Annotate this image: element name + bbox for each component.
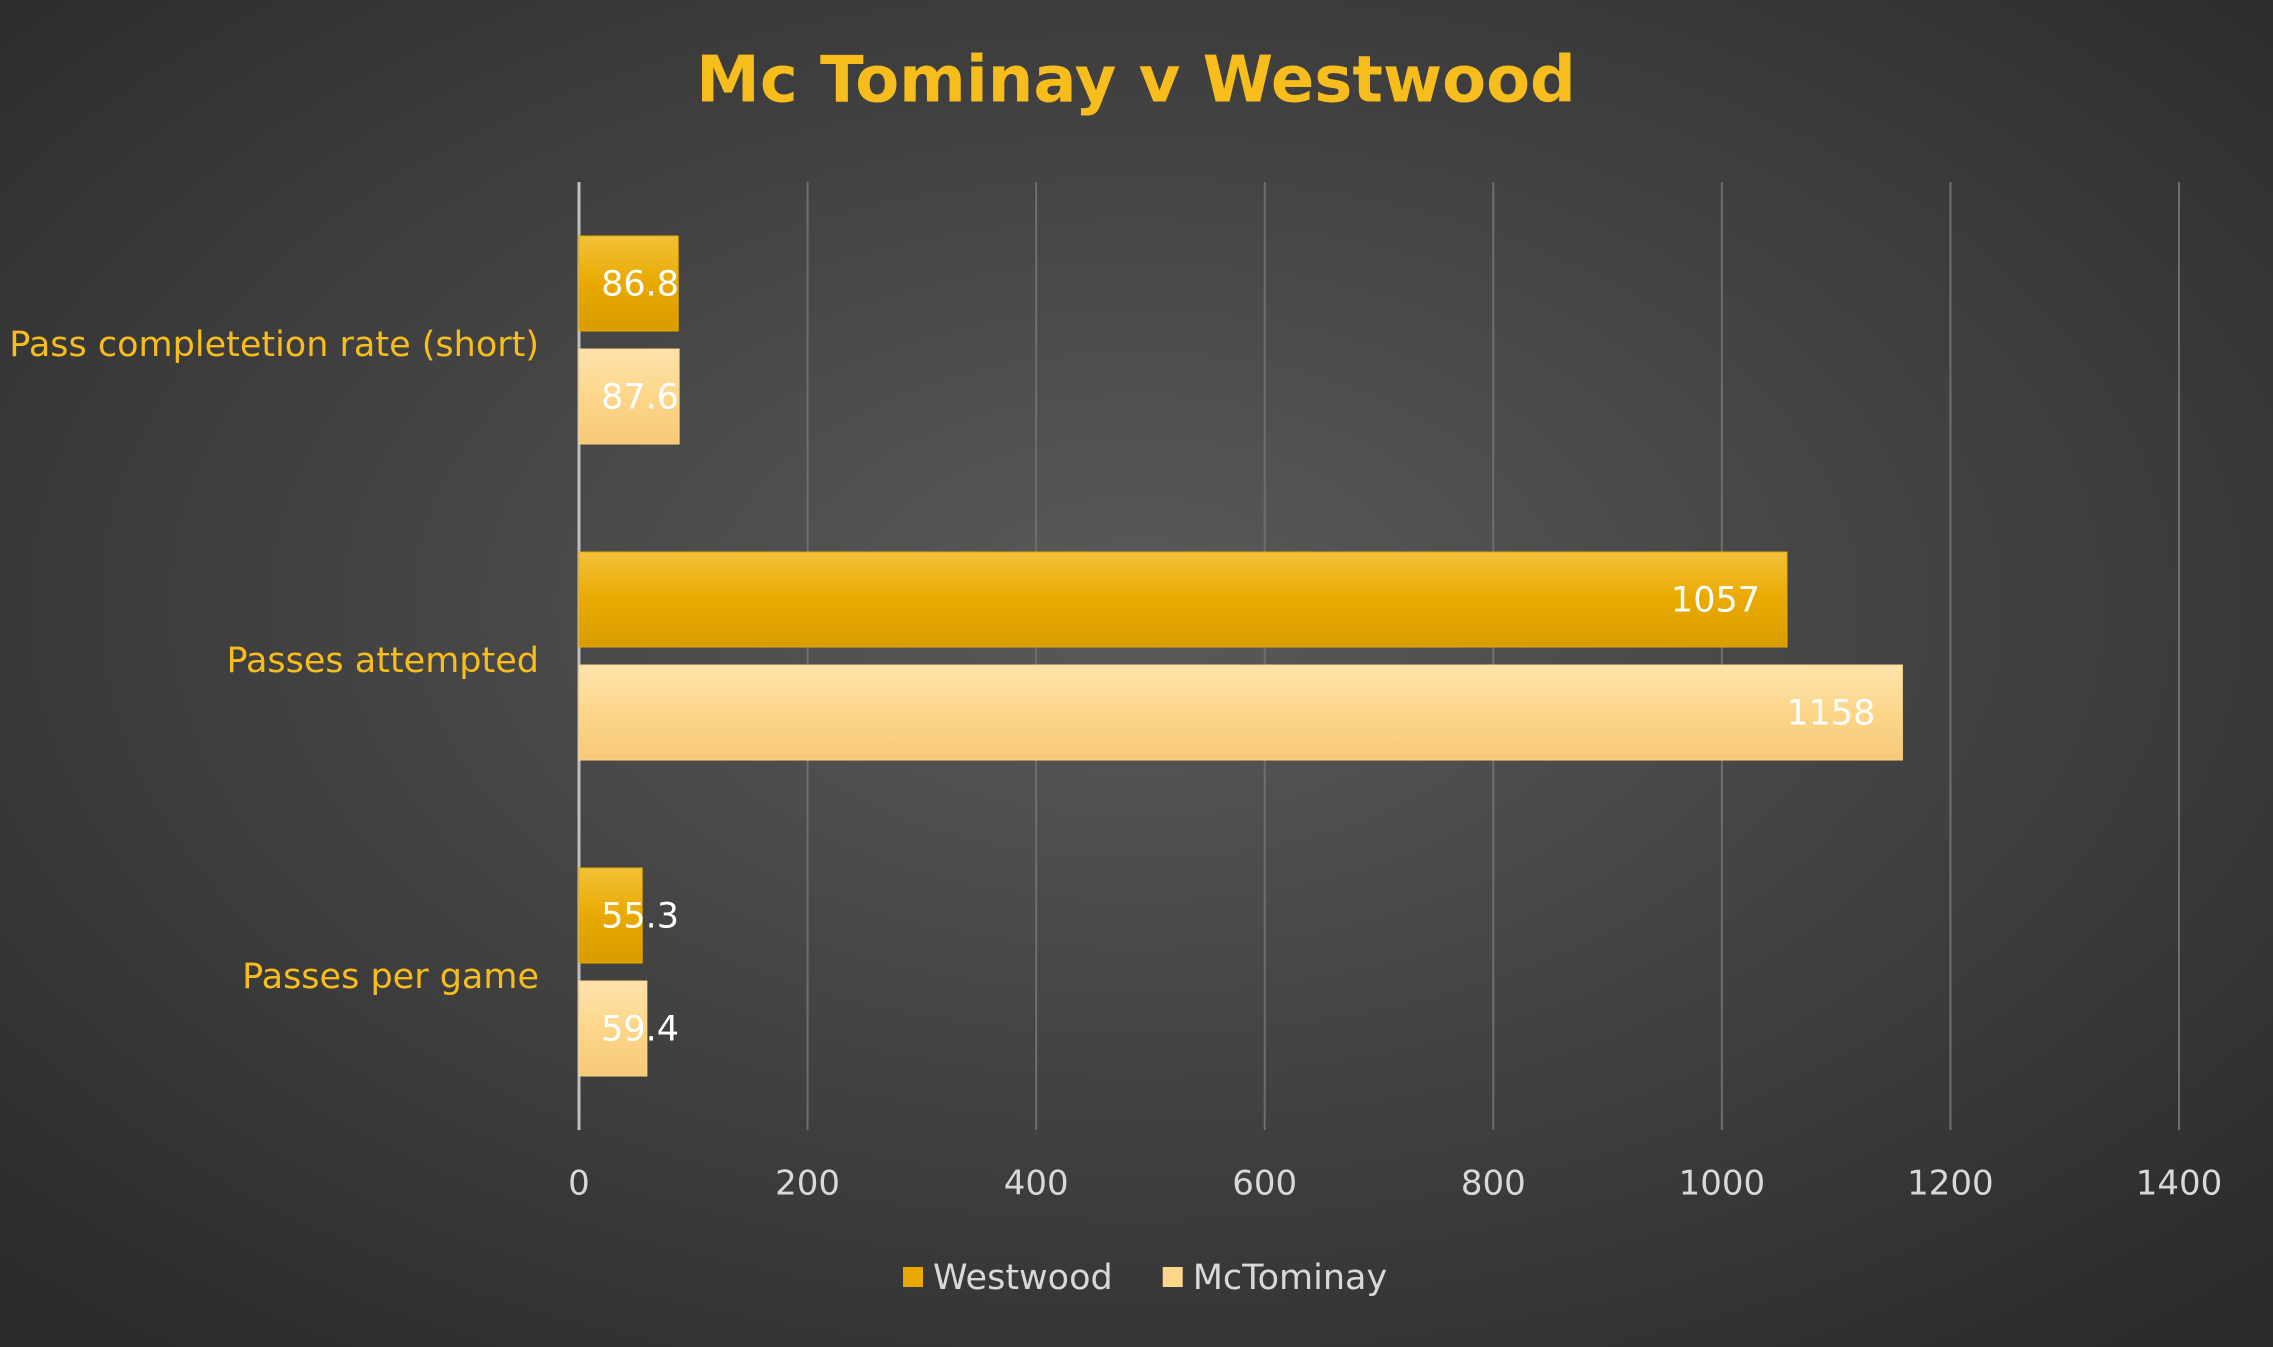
bar	[578, 551, 1788, 648]
bar	[578, 980, 648, 1077]
x-tick-label: 1400	[2136, 1164, 2223, 1204]
x-tick-label: 400	[1004, 1164, 1069, 1204]
legend-swatch	[903, 1267, 923, 1287]
x-tick-label: 0	[568, 1164, 590, 1204]
data-label: 1158	[1786, 694, 1875, 734]
bar	[578, 867, 643, 964]
data-label: 87.6	[601, 378, 679, 418]
x-tick-label: 1000	[1679, 1164, 1766, 1204]
bar	[578, 348, 680, 445]
x-tick-label: 600	[1232, 1164, 1297, 1204]
x-tick-label: 1200	[1907, 1164, 1994, 1204]
legend-label: McTominay	[1193, 1258, 1387, 1298]
legend-swatch	[1162, 1267, 1183, 1287]
data-label: 86.8	[601, 265, 679, 305]
bar	[578, 235, 679, 332]
x-tick-label: 200	[775, 1164, 840, 1204]
category-label: Passes per game	[242, 957, 539, 997]
legend-label: Westwood	[933, 1258, 1113, 1298]
data-label: 1057	[1671, 581, 1760, 621]
x-tick-label: 800	[1461, 1164, 1526, 1204]
data-label: 55.3	[601, 897, 679, 937]
chart-title: Mc Tominay v Westwood	[696, 44, 1576, 118]
category-label: Pass completetion rate (short)	[9, 325, 539, 365]
category-label: Passes attempted	[226, 641, 539, 681]
bar	[578, 664, 1903, 761]
data-label: 59.4	[601, 1010, 679, 1050]
